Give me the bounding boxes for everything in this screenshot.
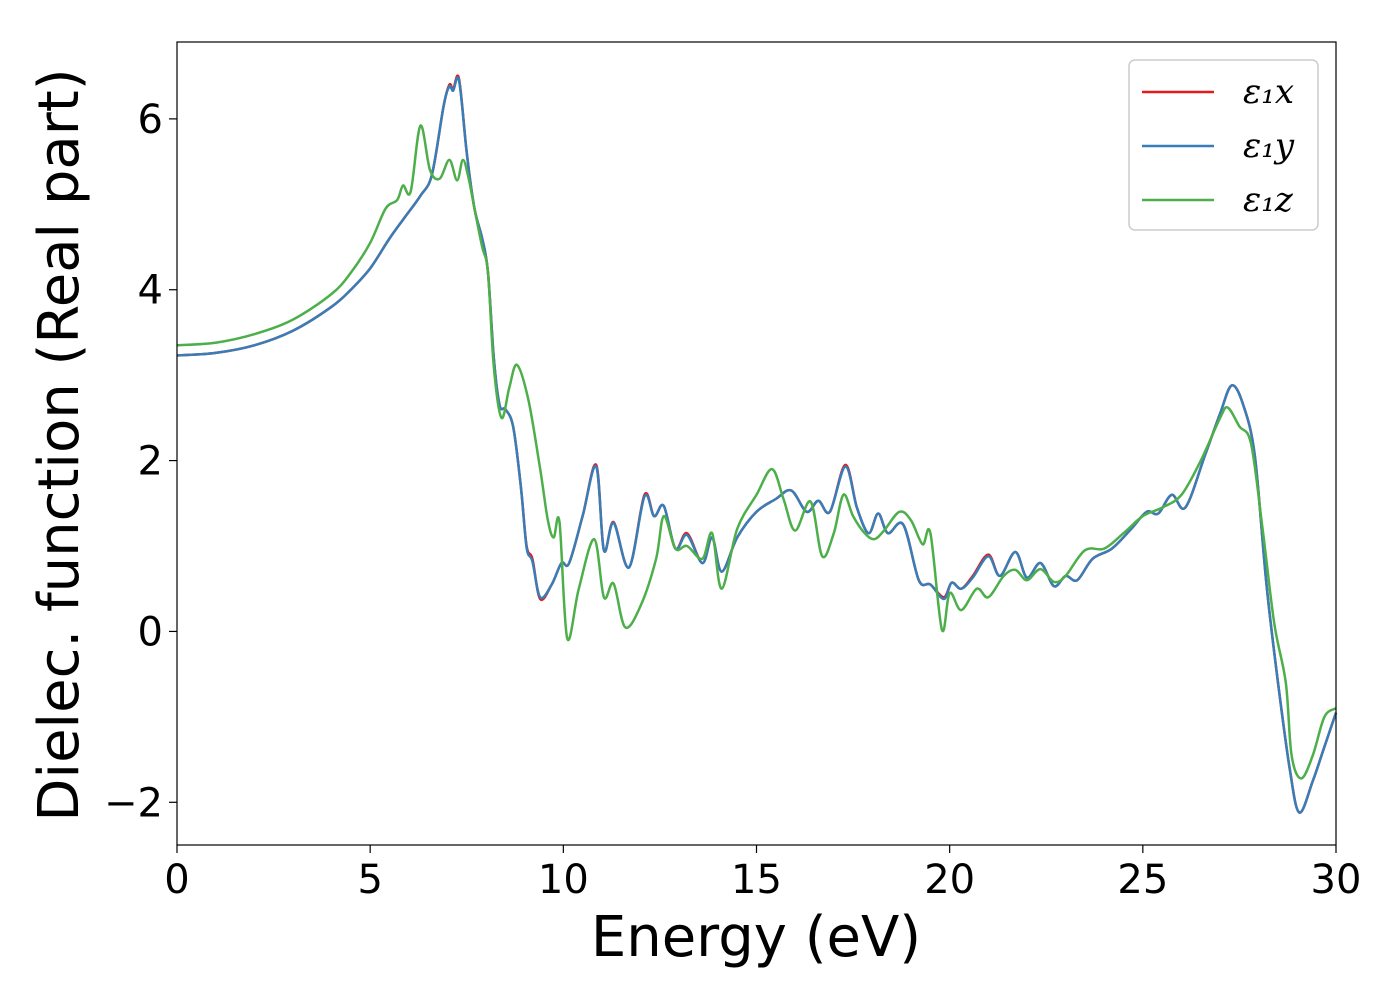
y-tick-label: 2 [138, 439, 163, 485]
y-tick-label: 4 [138, 268, 163, 314]
x-tick-label: 0 [164, 857, 189, 903]
legend-label-x: ε₁x [1243, 72, 1294, 112]
legend-label-y: ε₁y [1243, 126, 1295, 166]
x-tick-label: 25 [1117, 857, 1168, 903]
x-axis-ticks: 0 5 10 15 20 25 30 [164, 845, 1361, 903]
legend-box [1128, 59, 1319, 231]
series-line-y [176, 76, 1338, 814]
legend: ε₁x ε₁y ε₁z [1128, 59, 1319, 231]
y-tick-label: 6 [138, 97, 163, 143]
y-axis-ticks: −2 0 2 4 6 [104, 97, 177, 826]
x-tick-label: 5 [357, 857, 382, 903]
x-tick-label: 15 [731, 857, 782, 903]
legend-label-z: ε₁z [1243, 180, 1294, 220]
series-layer [176, 74, 1338, 814]
y-tick-label: 0 [138, 609, 163, 655]
x-axis-label: Energy (eV) [591, 905, 921, 970]
x-tick-label: 10 [538, 857, 589, 903]
x-tick-label: 20 [924, 857, 975, 903]
x-tick-label: 30 [1311, 857, 1362, 903]
series-line-z [176, 124, 1337, 780]
y-tick-label: −2 [104, 780, 163, 826]
y-axis-label: Dielec. function (Real part) [27, 68, 92, 821]
